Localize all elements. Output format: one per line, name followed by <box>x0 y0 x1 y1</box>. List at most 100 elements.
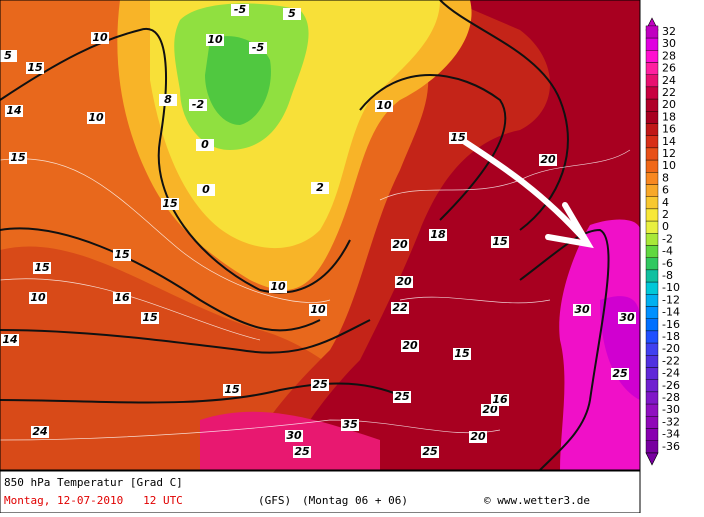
scale-cell <box>645 428 659 441</box>
scale-cell <box>645 62 659 75</box>
label-box <box>231 4 249 16</box>
contour-label: 15 <box>492 235 508 248</box>
contour-label: 15 <box>114 248 130 261</box>
scale-label: -30 <box>662 403 680 416</box>
scale-cell <box>645 98 659 112</box>
field-warm <box>0 246 640 470</box>
label-box <box>91 32 109 44</box>
label-box <box>141 312 159 324</box>
label-box <box>429 229 447 241</box>
contour-label: 2 <box>316 181 324 194</box>
label-box <box>375 100 393 112</box>
arrow <box>459 137 594 249</box>
scale-label: 0 <box>662 220 669 233</box>
scale-cell <box>645 74 659 88</box>
scale-label: 24 <box>662 74 676 87</box>
label-box <box>161 198 179 210</box>
scale-label: -8 <box>662 269 673 282</box>
label-box <box>283 8 301 20</box>
scale-cell <box>645 416 659 429</box>
scale-label: 4 <box>662 196 669 209</box>
contour-label: -2 <box>192 98 205 111</box>
color-scale: 32302826242220181614121086420-2-4-6-8-10… <box>645 17 680 466</box>
scale-label: 14 <box>662 135 676 148</box>
label-box <box>491 236 509 248</box>
label-box <box>481 404 499 416</box>
contour-label: 5 <box>4 49 12 62</box>
field-hot <box>280 0 640 470</box>
scale-label: -16 <box>662 318 680 331</box>
label-box <box>573 304 591 316</box>
label-box <box>206 34 224 46</box>
label-box <box>249 42 267 54</box>
scale-cell <box>645 440 659 454</box>
scale-arrow-bottom <box>645 452 659 466</box>
scale-cell <box>645 123 659 136</box>
contour-label: 20 <box>482 403 498 416</box>
contour-label: 20 <box>402 339 418 352</box>
label-box <box>87 112 105 124</box>
footer-title: 850 hPa Temperatur [Grad C] <box>4 476 183 489</box>
scale-label: 18 <box>662 110 676 123</box>
label-box <box>9 152 27 164</box>
label-box <box>311 182 329 194</box>
scale-label: 28 <box>662 49 676 62</box>
scale-label: -26 <box>662 379 680 392</box>
scale-cell <box>645 184 659 197</box>
label-box <box>285 430 303 442</box>
scale-label: -12 <box>662 293 680 306</box>
contour-label: 14 <box>6 104 21 117</box>
scale-cell <box>645 220 659 234</box>
scale-cell <box>645 147 659 161</box>
isotherm <box>439 0 569 231</box>
label-box <box>196 139 214 151</box>
scale-cell <box>645 257 659 271</box>
contour-label: 15 <box>162 197 178 210</box>
label-box <box>491 394 509 406</box>
contour-label: 30 <box>574 303 590 316</box>
scale-label: -32 <box>662 415 680 428</box>
contour-label: 20 <box>396 275 412 288</box>
label-box <box>539 154 557 166</box>
footer-run: (Montag 06 + 06) <box>302 494 408 507</box>
scale-label: -28 <box>662 391 680 404</box>
scale-label: -18 <box>662 330 680 343</box>
label-box <box>341 419 359 431</box>
isotherms <box>0 0 610 470</box>
label-box <box>159 94 177 106</box>
contour-label: 10 <box>310 303 326 316</box>
scale-cell <box>645 86 659 100</box>
label-box <box>0 50 17 62</box>
scale-label: 30 <box>662 37 676 50</box>
contour-label: 10 <box>270 280 286 293</box>
isotherm <box>0 227 321 332</box>
contour-label: 15 <box>454 347 470 360</box>
footer-date: Montag, 12-07-2010 12 UTC <box>4 494 183 507</box>
map-field <box>0 0 640 470</box>
contour-label: 15 <box>450 131 466 144</box>
label-box <box>5 105 23 117</box>
contour-label: 0 <box>202 183 210 196</box>
label-box <box>293 446 311 458</box>
isotherm <box>0 319 371 354</box>
label-box <box>393 391 411 403</box>
label-box <box>618 312 636 324</box>
scale-label: 32 <box>662 25 676 38</box>
label-box <box>197 184 215 196</box>
scale-label: -36 <box>662 440 680 453</box>
scale-label: 22 <box>662 86 676 99</box>
contour-label: 10 <box>207 33 223 46</box>
contour-label: 25 <box>394 390 410 403</box>
map-frame <box>0 0 641 471</box>
scale-label: -10 <box>662 281 680 294</box>
contour-label: 20 <box>540 153 556 166</box>
scale-cell <box>645 318 659 332</box>
scale-cell <box>645 135 659 149</box>
label-box <box>309 304 327 316</box>
scale-cell <box>645 37 659 51</box>
scale-label: 16 <box>662 123 676 136</box>
contour-label: 10 <box>92 31 108 44</box>
label-box <box>449 132 467 144</box>
scale-cell <box>645 25 659 39</box>
scale-cell <box>645 269 659 283</box>
